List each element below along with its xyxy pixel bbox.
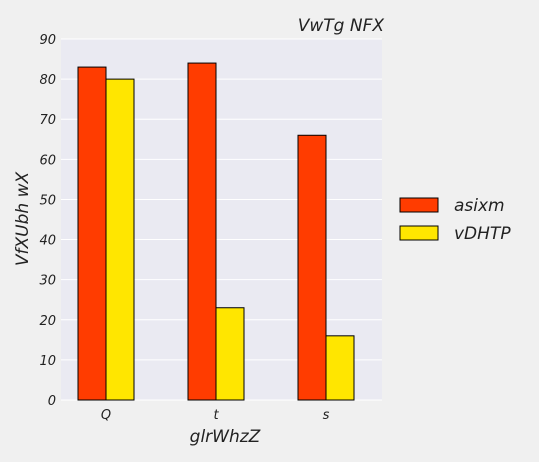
bar-asixm-Q	[78, 67, 106, 400]
bar-asixm-s	[298, 135, 326, 400]
y-tick-label: 50	[39, 193, 56, 208]
x-tick-label: Q	[101, 408, 111, 423]
y-tick-label: 60	[39, 153, 56, 168]
x-tick-label: t	[213, 408, 219, 423]
y-tick-label: 90	[39, 33, 56, 48]
y-tick-label: 40	[39, 234, 56, 249]
legend-swatch-asixm	[400, 198, 438, 212]
legend-label: asixm	[454, 196, 505, 216]
legend-swatch-vDHTP	[400, 226, 438, 240]
bar-vDHTP-s	[326, 336, 354, 400]
y-tick-label: 10	[39, 354, 56, 369]
legend-label: vDHTP	[454, 224, 511, 244]
y-tick-label: 20	[39, 314, 56, 329]
y-axis-title: VfXUbh wX	[13, 172, 33, 267]
legend: asixm vDHTP	[400, 196, 511, 244]
y-tick-label: 30	[39, 274, 56, 289]
y-tick-label: 70	[39, 113, 56, 128]
bar-vDHTP-t	[216, 308, 244, 400]
x-tick-label: s	[323, 408, 330, 423]
bar-vDHTP-Q	[106, 79, 134, 400]
y-tick-labels: 0 10 20 30 40 50 60 70 80 90	[39, 33, 56, 409]
y-tick-label: 80	[39, 73, 56, 88]
y-tick-label: 0	[48, 394, 56, 409]
bar-asixm-t	[188, 63, 216, 400]
x-axis-title: glrWhzZ	[190, 427, 261, 447]
chart-title: VwTg NFX	[298, 16, 385, 36]
